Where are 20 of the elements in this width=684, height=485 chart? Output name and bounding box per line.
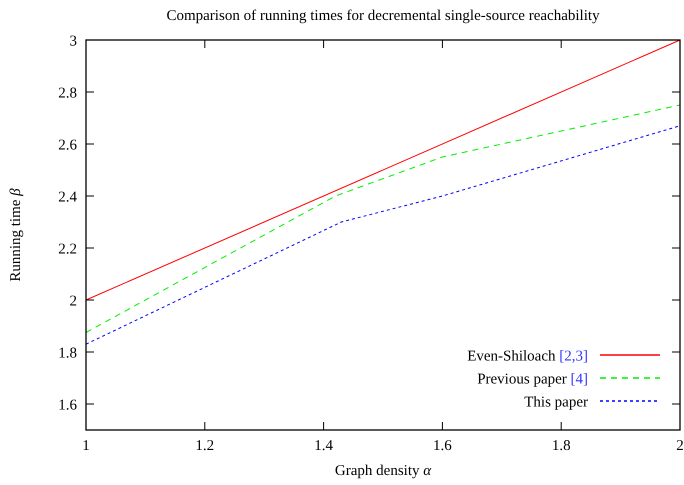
chart-title: Comparison of running times for decremental single-source reachability — [166, 8, 600, 24]
x-tick-label: 1 — [82, 438, 90, 454]
y-tick-label: 2.2 — [58, 241, 77, 258]
x-tick-label: 1.4 — [314, 438, 334, 454]
text: Graph density α — [334, 463, 432, 479]
y-tick-label: 2.4 — [58, 189, 78, 206]
text: Running time β — [8, 188, 24, 282]
legend-label: Previous paper [4] — [477, 371, 588, 388]
x-tick-label: 1.6 — [433, 438, 452, 454]
y-tick-label: 2 — [70, 293, 77, 310]
y-tick-label: 2.6 — [58, 137, 78, 154]
y-tick-label: 1.8 — [58, 345, 77, 362]
x-tick-label: 1.2 — [195, 438, 214, 454]
x-tick-label: 1.8 — [552, 438, 571, 454]
y-tick-label: 3 — [70, 33, 77, 50]
x-tick-label: 2 — [676, 438, 684, 454]
y-tick-label: 1.6 — [58, 397, 78, 414]
legend-label: Even-Shiloach [2,3] — [467, 348, 588, 364]
y-tick-label: 2.8 — [58, 85, 77, 102]
legend-label: This paper — [524, 394, 588, 410]
